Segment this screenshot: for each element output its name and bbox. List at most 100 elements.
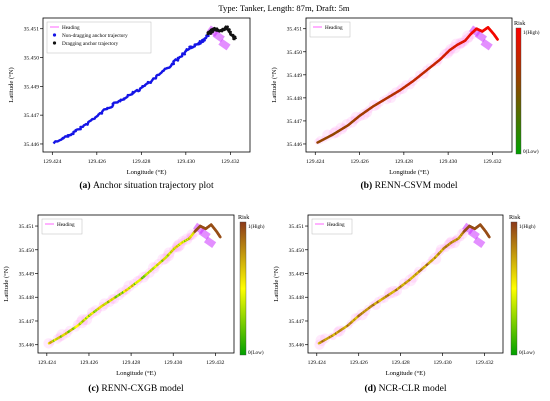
y-axis-label: Latitude (°N) [273,266,280,301]
y-tick-label: 35.450 [19,248,35,254]
colorbar-bottom-label: 0(Low) [523,148,539,155]
caption-text: RENN-CXGB model [101,383,184,394]
x-tick-label: 129.424 [308,360,326,366]
heading-arrow [473,236,486,249]
legend: Heading [311,218,353,235]
heading-arrow [212,30,225,43]
y-tick-label: 35.451 [19,224,35,230]
y-tick-label: 35.446 [24,142,40,148]
heading-mark [461,38,470,47]
legend-swatch [52,33,57,37]
y-tick-label: 35.448 [287,96,303,102]
x-axis-label: Longitude (°E) [116,370,156,377]
x-tick-label: 129.432 [206,360,224,366]
x-tick-label: 129.428 [132,159,150,165]
y-tick-label: 35.450 [287,50,303,56]
y-tick-label: 35.446 [289,343,305,349]
y-tick-label: 35.447 [24,113,40,119]
caption: (a) Anchor situation trajectory plot [79,180,214,191]
colorbar-title: Risk [514,20,526,27]
legend-label: Heading [57,222,75,228]
series-non-dragging [52,32,211,145]
caption: (c) RENN-CXGB model [88,383,184,394]
x-tick-label: 129.426 [88,159,106,165]
y-axis-label: Latitude (°N) [8,67,15,102]
y-tick-label: 35.447 [289,319,305,325]
legend-label: Non-dragging anchor trajectory [62,33,128,39]
y-tick-label: 35.450 [24,56,40,62]
x-tick-label: 129.430 [433,360,451,366]
y-tick-label: 35.446 [19,343,35,349]
caption: (b) RENN-CSVM model [360,180,457,191]
x-tick-label: 129.430 [164,360,182,366]
panel-c: 129.424 129.426 129.428 129.430 129.432 35.44… [3,214,265,394]
x-tick-label: 129.424 [306,159,324,165]
figure-title: Type: Tanker, Length: 87m, Draft: 5m [218,3,350,13]
caption-letter: (b) [360,180,374,191]
y-tick-label: 35.450 [289,248,305,254]
legend-box [309,21,351,38]
colorbar-top-label: 1(High) [248,223,265,230]
panel-a: 129.424 129.426 129.428 129.430 129.432 35.44… [8,17,251,191]
colorbar-title: Risk [509,214,521,221]
x-tick-label: 129.432 [483,159,501,165]
y-tick-label: 35.449 [19,272,35,278]
heading-arrow [474,30,487,43]
x-tick-label: 129.428 [392,360,410,366]
y-tick-label: 35.449 [289,272,305,278]
x-tick-label: 129.428 [395,159,413,165]
caption-letter: (a) [79,180,93,191]
x-tick-label: 129.432 [475,360,493,366]
y-tick-label: 35.446 [287,142,303,148]
y-tick-label: 35.451 [287,27,303,33]
y-tick-label: 35.447 [19,319,35,325]
heading-arrow [467,228,480,240]
y-tick-label: 35.449 [287,73,303,79]
x-tick-label: 129.424 [38,360,56,366]
colorbar [239,221,247,356]
y-axis-label: Latitude (°N) [271,67,278,102]
heading-arrow [218,38,231,51]
x-tick-label: 129.426 [350,159,368,165]
heading-mark [435,244,446,254]
panel-d: 129.424 129.426 129.428 129.430 129.432 35.44… [273,214,536,394]
caption-text: NCR-CLR model [379,383,447,394]
legend: Heading [309,21,351,38]
x-axis-label: Longitude (°E) [389,169,429,176]
legend-label: Heading [325,25,343,31]
colorbar-top-label: 1(High) [519,223,536,230]
series-dragging [206,25,237,41]
legend-box [311,218,353,235]
legend-label: Heading [62,25,80,31]
caption-text: Anchor situation trajectory plot [93,180,214,191]
y-tick-label: 35.451 [289,224,305,230]
colorbar-bottom-label: 0(Low) [248,349,264,356]
heading-arrow [203,236,217,249]
x-tick-label: 129.432 [221,159,239,165]
y-tick-label: 35.449 [24,84,40,90]
colorbar-title: Risk [238,214,250,221]
x-axis-label: Longitude (°E) [386,370,426,377]
panel-b: 129.424 129.426 129.428 129.430 129.432 35.44… [271,17,540,191]
legend-box [46,21,152,54]
y-tick-label: 35.451 [24,27,40,33]
legend: Heading Non-dragging anchor trajectory Dra… [46,21,152,54]
legend: Heading [41,218,83,235]
heading-arrow [198,228,211,240]
legend-label: Dragging anchor trajectory [62,41,119,47]
caption-letter: (c) [88,383,101,394]
colorbar-bottom-label: 0(Low) [519,349,535,356]
x-tick-label: 129.424 [43,159,61,165]
y-tick-label: 35.447 [287,119,303,125]
caption-letter: (d) [364,383,378,394]
y-axis-label: Latitude (°N) [3,266,10,301]
caption: (d) NCR-CLR model [364,383,446,394]
legend-box [41,218,83,235]
heading-arrow [480,38,493,51]
x-tick-label: 129.430 [439,159,457,165]
colorbar-top-label: 1(High) [523,29,540,36]
y-tick-label: 35.448 [289,295,305,301]
colorbar [510,221,518,356]
caption-text: RENN-CSVM model [375,180,458,191]
